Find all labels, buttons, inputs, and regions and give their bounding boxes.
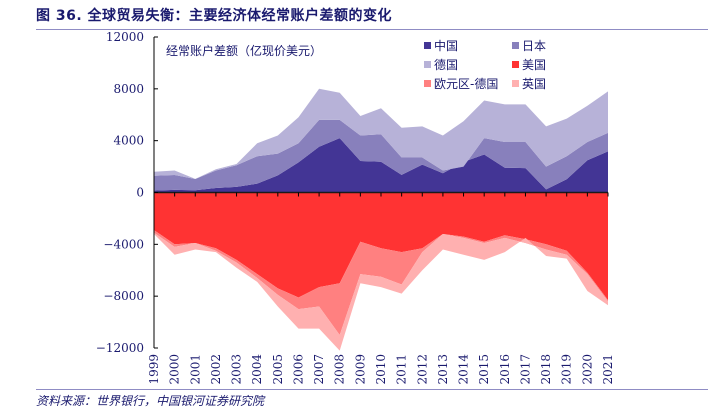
legend-swatch	[512, 80, 519, 87]
x-tick-label: 1999	[147, 354, 161, 385]
source-note: 资料来源：世界银行，中国银河证券研究院	[36, 394, 265, 408]
x-tick-label: 2020	[580, 354, 594, 385]
x-tick-label: 2004	[250, 354, 264, 385]
x-tick-label: 2005	[271, 354, 285, 385]
y-axis-label: 经常账户差额（亿现价美元）	[166, 43, 322, 58]
legend-swatch	[512, 42, 519, 49]
x-tick-label: 2015	[477, 354, 491, 385]
legend-label: 德国	[434, 57, 458, 72]
legend-label: 欧元区-德国	[434, 76, 498, 91]
x-tick-label: 2006	[291, 354, 305, 385]
x-tick-label: 2009	[353, 354, 367, 385]
x-tick-label: 2008	[333, 354, 347, 385]
x-tick-label: 2010	[374, 354, 388, 385]
legend-swatch	[424, 42, 431, 49]
x-tick-label: 2014	[457, 354, 471, 385]
y-tick-label: −4000	[103, 237, 144, 251]
positive-area-2	[154, 119, 608, 191]
figure-title: 图 36. 全球贸易失衡：主要经济体经常账户差额的变化	[36, 8, 393, 24]
legend-label: 日本	[522, 39, 546, 53]
y-tick-label: 4000	[113, 134, 144, 148]
x-tick-label: 2013	[436, 354, 450, 385]
legend-label: 美国	[522, 58, 546, 72]
x-tick-label: 2019	[560, 354, 574, 385]
x-tick-label: 2000	[168, 354, 182, 385]
legend-label: 英国	[522, 77, 546, 91]
y-tick-label: 12000	[106, 30, 144, 44]
x-tick-label: 2011	[395, 354, 409, 385]
negative-area-2	[154, 230, 608, 335]
x-tick-label: 2018	[539, 354, 553, 385]
negative-area-1	[154, 192, 608, 301]
title-divider	[36, 29, 708, 30]
area-layers	[154, 88, 608, 351]
x-tick-label: 2012	[415, 354, 429, 385]
x-tick-label: 2007	[312, 354, 326, 385]
x-tick-label: 2017	[518, 354, 532, 385]
y-tick-label: 0	[136, 186, 144, 200]
positive-area-3	[154, 88, 608, 179]
positive-area-1	[154, 138, 608, 193]
x-tick-label: 2003	[230, 354, 244, 385]
x-tick-label: 2021	[601, 354, 615, 385]
legend-swatch	[424, 80, 431, 87]
legend-swatch	[512, 61, 519, 68]
legend-swatch	[424, 61, 431, 68]
x-tick-label: 2001	[188, 354, 202, 385]
y-tick-label: 8000	[113, 82, 144, 96]
legend-label: 中国	[434, 38, 458, 53]
x-tick-label: 2016	[498, 354, 512, 385]
y-tick-label: −12000	[96, 341, 144, 355]
x-tick-label: 2002	[209, 354, 223, 385]
footer-divider	[36, 389, 708, 390]
y-tick-label: −8000	[103, 289, 144, 303]
